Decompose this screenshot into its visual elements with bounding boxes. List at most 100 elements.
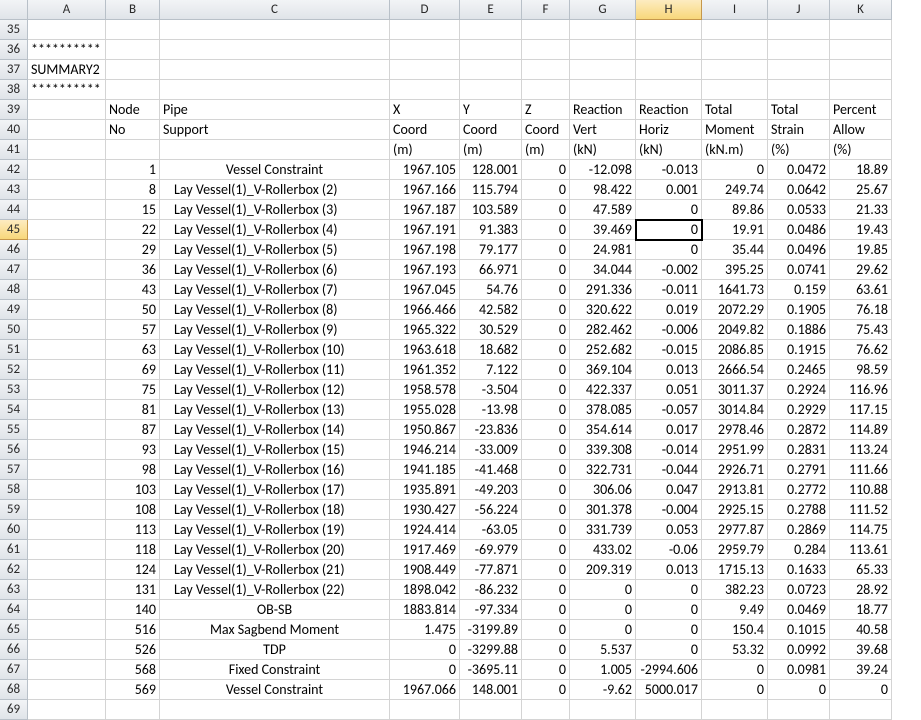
cell-F36[interactable] xyxy=(522,40,570,60)
cell-H47[interactable]: -0.002 xyxy=(636,260,702,280)
cell-H48[interactable]: -0.011 xyxy=(636,280,702,300)
cell-A40[interactable] xyxy=(28,120,106,140)
cell-D59[interactable]: 1930.427 xyxy=(390,500,460,520)
cell-A62[interactable] xyxy=(28,560,106,580)
cell-K69[interactable] xyxy=(830,700,892,720)
cell-G36[interactable] xyxy=(570,40,636,60)
cell-A58[interactable] xyxy=(28,480,106,500)
cell-I57[interactable]: 2926.71 xyxy=(702,460,768,480)
row-header-60[interactable]: 60 xyxy=(0,520,28,540)
cell-F38[interactable] xyxy=(522,80,570,100)
cell-C60[interactable]: Lay Vessel(1)_V-Rollerbox (19) xyxy=(160,520,390,540)
cell-E60[interactable]: -63.05 xyxy=(460,520,522,540)
cell-C56[interactable]: Lay Vessel(1)_V-Rollerbox (15) xyxy=(160,440,390,460)
cell-K55[interactable]: 114.89 xyxy=(830,420,892,440)
cell-K62[interactable]: 65.33 xyxy=(830,560,892,580)
cell-B46[interactable]: 29 xyxy=(106,240,160,260)
cell-K45[interactable]: 19.43 xyxy=(830,220,892,240)
cell-B47[interactable]: 36 xyxy=(106,260,160,280)
row-header-49[interactable]: 49 xyxy=(0,300,28,320)
cell-A48[interactable] xyxy=(28,280,106,300)
cell-C52[interactable]: Lay Vessel(1)_V-Rollerbox (11) xyxy=(160,360,390,380)
cell-C46[interactable]: Lay Vessel(1)_V-Rollerbox (5) xyxy=(160,240,390,260)
cell-B51[interactable]: 63 xyxy=(106,340,160,360)
cell-I39[interactable]: Total xyxy=(702,100,768,120)
cell-J36[interactable] xyxy=(768,40,830,60)
row-header-69[interactable]: 69 xyxy=(0,700,28,720)
cell-C36[interactable] xyxy=(160,40,390,60)
cell-A68[interactable] xyxy=(28,680,106,700)
cell-G60[interactable]: 331.739 xyxy=(570,520,636,540)
cell-H45[interactable]: 0 xyxy=(636,220,702,240)
cell-I54[interactable]: 3014.84 xyxy=(702,400,768,420)
cell-H35[interactable] xyxy=(636,20,702,40)
cell-B49[interactable]: 50 xyxy=(106,300,160,320)
cell-A57[interactable] xyxy=(28,460,106,480)
row-header-59[interactable]: 59 xyxy=(0,500,28,520)
cell-D69[interactable] xyxy=(390,700,460,720)
cell-K49[interactable]: 76.18 xyxy=(830,300,892,320)
cell-E56[interactable]: -33.009 xyxy=(460,440,522,460)
cell-F39[interactable]: Z xyxy=(522,100,570,120)
cell-G64[interactable]: 0 xyxy=(570,600,636,620)
cell-F62[interactable]: 0 xyxy=(522,560,570,580)
cell-F41[interactable]: (m) xyxy=(522,140,570,160)
cell-C64[interactable]: OB-SB xyxy=(160,600,390,620)
cell-A47[interactable] xyxy=(28,260,106,280)
cell-A64[interactable] xyxy=(28,600,106,620)
cell-I53[interactable]: 3011.37 xyxy=(702,380,768,400)
cell-A43[interactable] xyxy=(28,180,106,200)
cell-D43[interactable]: 1967.166 xyxy=(390,180,460,200)
row-header-67[interactable]: 67 xyxy=(0,660,28,680)
cell-A42[interactable] xyxy=(28,160,106,180)
cell-E46[interactable]: 79.177 xyxy=(460,240,522,260)
cell-C45[interactable]: Lay Vessel(1)_V-Rollerbox (4) xyxy=(160,220,390,240)
cell-F57[interactable]: 0 xyxy=(522,460,570,480)
cell-C54[interactable]: Lay Vessel(1)_V-Rollerbox (13) xyxy=(160,400,390,420)
col-header-I[interactable]: I xyxy=(702,0,768,20)
cell-H68[interactable]: 5000.017 xyxy=(636,680,702,700)
cell-K65[interactable]: 40.58 xyxy=(830,620,892,640)
cell-I63[interactable]: 382.23 xyxy=(702,580,768,600)
col-header-A[interactable]: A xyxy=(28,0,106,20)
cell-B64[interactable]: 140 xyxy=(106,600,160,620)
cell-H56[interactable]: -0.014 xyxy=(636,440,702,460)
cell-E38[interactable] xyxy=(460,80,522,100)
row-header-55[interactable]: 55 xyxy=(0,420,28,440)
cell-D57[interactable]: 1941.185 xyxy=(390,460,460,480)
cell-A44[interactable] xyxy=(28,200,106,220)
cell-D53[interactable]: 1958.578 xyxy=(390,380,460,400)
cell-E55[interactable]: -23.836 xyxy=(460,420,522,440)
cell-E48[interactable]: 54.76 xyxy=(460,280,522,300)
cell-I60[interactable]: 2977.87 xyxy=(702,520,768,540)
row-header-63[interactable]: 63 xyxy=(0,580,28,600)
cell-B43[interactable]: 8 xyxy=(106,180,160,200)
cell-B60[interactable]: 113 xyxy=(106,520,160,540)
cell-G39[interactable]: Reaction xyxy=(570,100,636,120)
row-header-66[interactable]: 66 xyxy=(0,640,28,660)
cell-C35[interactable] xyxy=(160,20,390,40)
cell-F54[interactable]: 0 xyxy=(522,400,570,420)
cell-I61[interactable]: 2959.79 xyxy=(702,540,768,560)
cell-D46[interactable]: 1967.198 xyxy=(390,240,460,260)
cell-E35[interactable] xyxy=(460,20,522,40)
cell-A52[interactable] xyxy=(28,360,106,380)
cell-J50[interactable]: 0.1886 xyxy=(768,320,830,340)
cell-H43[interactable]: 0.001 xyxy=(636,180,702,200)
cell-C69[interactable] xyxy=(160,700,390,720)
cell-K51[interactable]: 76.62 xyxy=(830,340,892,360)
cell-J48[interactable]: 0.159 xyxy=(768,280,830,300)
cell-A38[interactable]: ********** xyxy=(28,80,106,100)
cell-H64[interactable]: 0 xyxy=(636,600,702,620)
row-header-53[interactable]: 53 xyxy=(0,380,28,400)
cell-F56[interactable]: 0 xyxy=(522,440,570,460)
cell-G47[interactable]: 34.044 xyxy=(570,260,636,280)
cell-B39[interactable]: Node xyxy=(106,100,160,120)
cell-J63[interactable]: 0.0723 xyxy=(768,580,830,600)
cell-H38[interactable] xyxy=(636,80,702,100)
cell-A50[interactable] xyxy=(28,320,106,340)
cell-J38[interactable] xyxy=(768,80,830,100)
cell-E41[interactable]: (m) xyxy=(460,140,522,160)
cell-C59[interactable]: Lay Vessel(1)_V-Rollerbox (18) xyxy=(160,500,390,520)
cell-B55[interactable]: 87 xyxy=(106,420,160,440)
